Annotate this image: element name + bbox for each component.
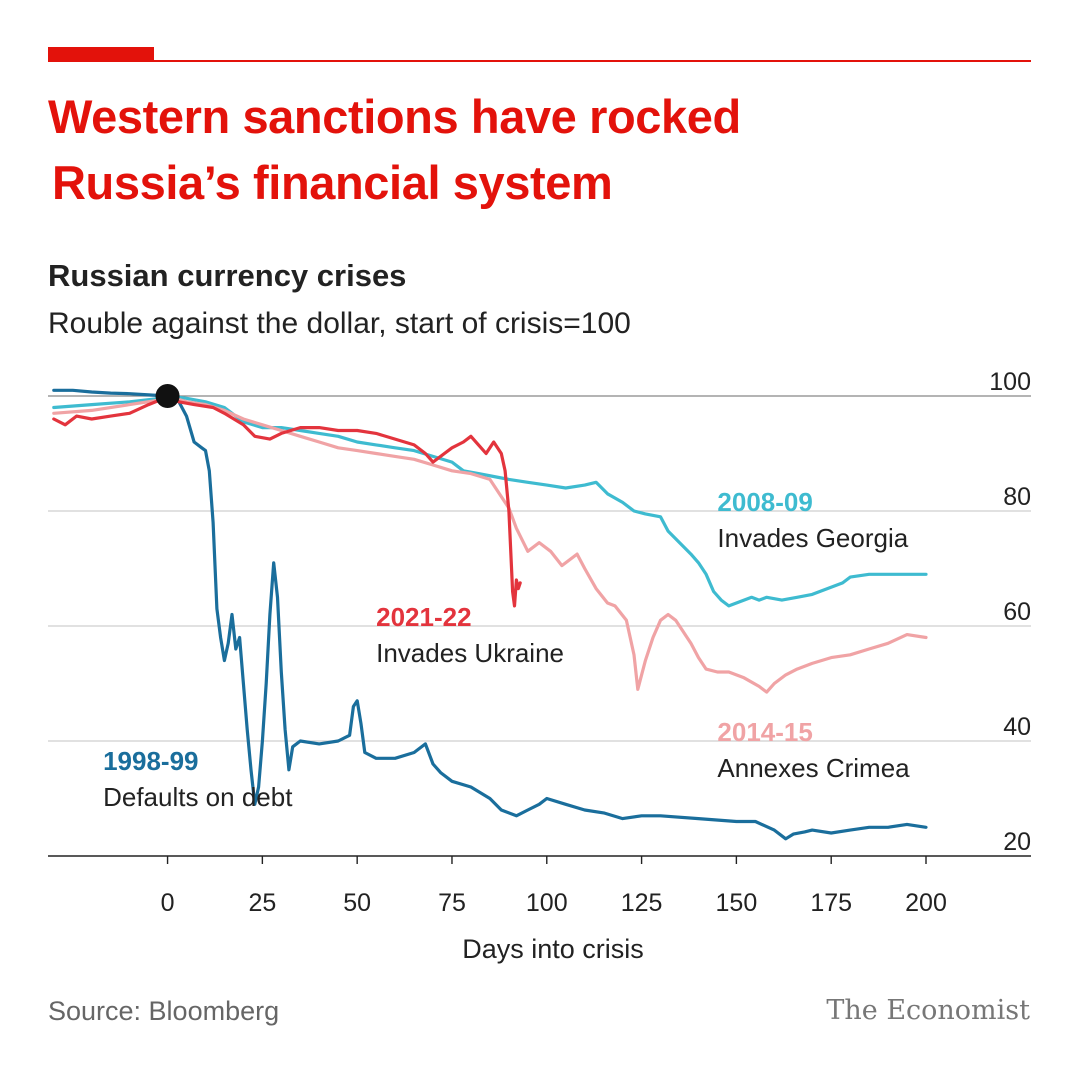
x-tick-label: 100: [526, 889, 568, 917]
x-tick-label: 25: [248, 889, 276, 917]
source-note: Source: Bloomberg: [48, 996, 280, 1026]
series-line-2021-22: [52, 394, 522, 608]
annotation-label: Defaults on debt: [103, 782, 293, 812]
annotation-year: 1998-99: [103, 746, 198, 776]
y-tick-label: 80: [1003, 483, 1031, 511]
x-tick-label: 125: [621, 889, 663, 917]
headline-line-1: Western sanctions have rocked: [48, 90, 741, 143]
annotation-2014-15: 2014-15 Annexes Crimea: [717, 717, 910, 783]
y-tick-label: 100: [989, 368, 1031, 396]
x-tick-label: 175: [810, 889, 852, 917]
annotation-label: Annexes Crimea: [717, 753, 910, 783]
y-tick-label: 60: [1003, 598, 1031, 626]
start-marker: [155, 384, 180, 408]
gridlines: [48, 395, 1031, 857]
x-tick-label: 150: [716, 889, 758, 917]
y-tick-label: 20: [1003, 828, 1031, 856]
chart-title: Russian currency crises: [48, 258, 407, 293]
series-lines: [52, 388, 928, 841]
annotation-year: 2021-22: [376, 602, 471, 632]
series-line-2008-09: [52, 394, 928, 608]
annotation-2008-09: 2008-09 Invades Georgia: [717, 487, 908, 553]
series-line-2014-15: [52, 394, 928, 694]
brand-tab: [48, 47, 154, 62]
x-tick-label: 75: [438, 889, 466, 917]
axes: 20 40 60 80 100 0 25 50 75 100 125 150 175 200: [161, 368, 1031, 917]
chart-subtitle: Rouble against the dollar, start of cris…: [48, 307, 631, 340]
annotation-year: 2008-09: [717, 487, 812, 517]
annotation-year: 2014-15: [717, 717, 812, 747]
headline: Western sanctions have rocked Russia’s f…: [48, 84, 1008, 216]
x-tick-label: 0: [161, 889, 175, 917]
series-line-1998-99: [52, 388, 928, 841]
x-tick-label: 50: [343, 889, 371, 917]
annotation-label: Invades Georgia: [717, 523, 908, 553]
x-axis-label: Days into crisis: [462, 934, 644, 964]
y-tick-label: 40: [1003, 713, 1031, 741]
start-marker-layer: [155, 384, 180, 408]
annotation-2021-22: 2021-22 Invades Ukraine: [376, 602, 564, 668]
annotations: 2008-09 Invades Georgia 2014-15 Annexes Cri…: [103, 487, 910, 812]
top-rule: [48, 60, 1031, 62]
annotation-label: Invades Ukraine: [376, 638, 564, 668]
x-tick-label: 200: [905, 889, 947, 917]
publisher-logo: The Economist: [826, 995, 1030, 1026]
annotation-1998-99: 1998-99 Defaults on debt: [103, 746, 293, 812]
headline-line-2: Russia’s financial system: [52, 156, 613, 209]
